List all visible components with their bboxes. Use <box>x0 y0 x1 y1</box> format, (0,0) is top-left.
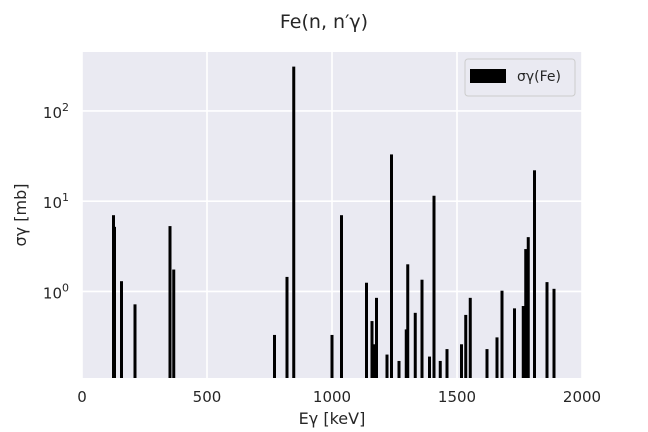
y-tick-label: 101 <box>43 191 69 212</box>
y-tick-label: 100 <box>43 281 69 302</box>
legend-box <box>464 58 576 97</box>
bar <box>370 321 374 378</box>
x-tick-label: 500 <box>193 388 222 406</box>
x-tick-label: 0 <box>77 388 87 406</box>
bar <box>133 304 137 378</box>
bar <box>533 170 536 378</box>
bar <box>545 282 549 378</box>
bar <box>113 226 116 378</box>
bar <box>420 279 424 378</box>
bar <box>168 226 172 378</box>
bar <box>292 66 296 379</box>
bar <box>390 154 393 378</box>
x-tick-labels: 0 500 1000 1500 2000 <box>77 388 601 406</box>
bar <box>513 308 516 378</box>
x-tick-label: 1500 <box>438 388 476 406</box>
bar <box>526 237 530 378</box>
bar <box>495 337 499 378</box>
bar <box>385 354 389 378</box>
bar <box>524 249 528 378</box>
legend-label: σγ(Fe) <box>517 69 561 85</box>
bar <box>120 281 123 378</box>
bar <box>273 334 276 378</box>
x-axis-label: Eγ [keV] <box>299 409 366 428</box>
y-tick-labels: 100 101 102 <box>43 101 69 303</box>
y-tick-label: 102 <box>43 101 69 122</box>
bar <box>464 314 468 378</box>
bar <box>330 334 334 378</box>
bar <box>375 297 378 378</box>
y-axis-label: σγ [mb] <box>11 184 30 247</box>
bar <box>373 344 376 378</box>
bar <box>432 195 436 378</box>
bar <box>485 349 489 378</box>
bar <box>438 360 442 378</box>
bar <box>365 282 368 378</box>
bar <box>406 264 410 378</box>
bars <box>112 66 556 379</box>
chart-title: Fe(n, n′γ) <box>280 11 368 33</box>
x-tick-label: 1000 <box>313 388 351 406</box>
bar <box>285 276 289 378</box>
bar <box>397 360 401 378</box>
x-tick-label: 2000 <box>563 388 601 406</box>
bar <box>460 344 463 378</box>
legend-swatch <box>470 69 506 83</box>
bar <box>468 297 472 378</box>
bar <box>340 215 343 378</box>
bar <box>413 312 417 378</box>
legend: σγ(Fe) <box>464 58 576 97</box>
bar <box>428 356 431 378</box>
bar <box>500 290 504 378</box>
grid <box>81 52 583 378</box>
bar <box>445 349 449 378</box>
bar <box>552 288 556 378</box>
bar <box>521 306 525 378</box>
bar <box>172 269 176 378</box>
